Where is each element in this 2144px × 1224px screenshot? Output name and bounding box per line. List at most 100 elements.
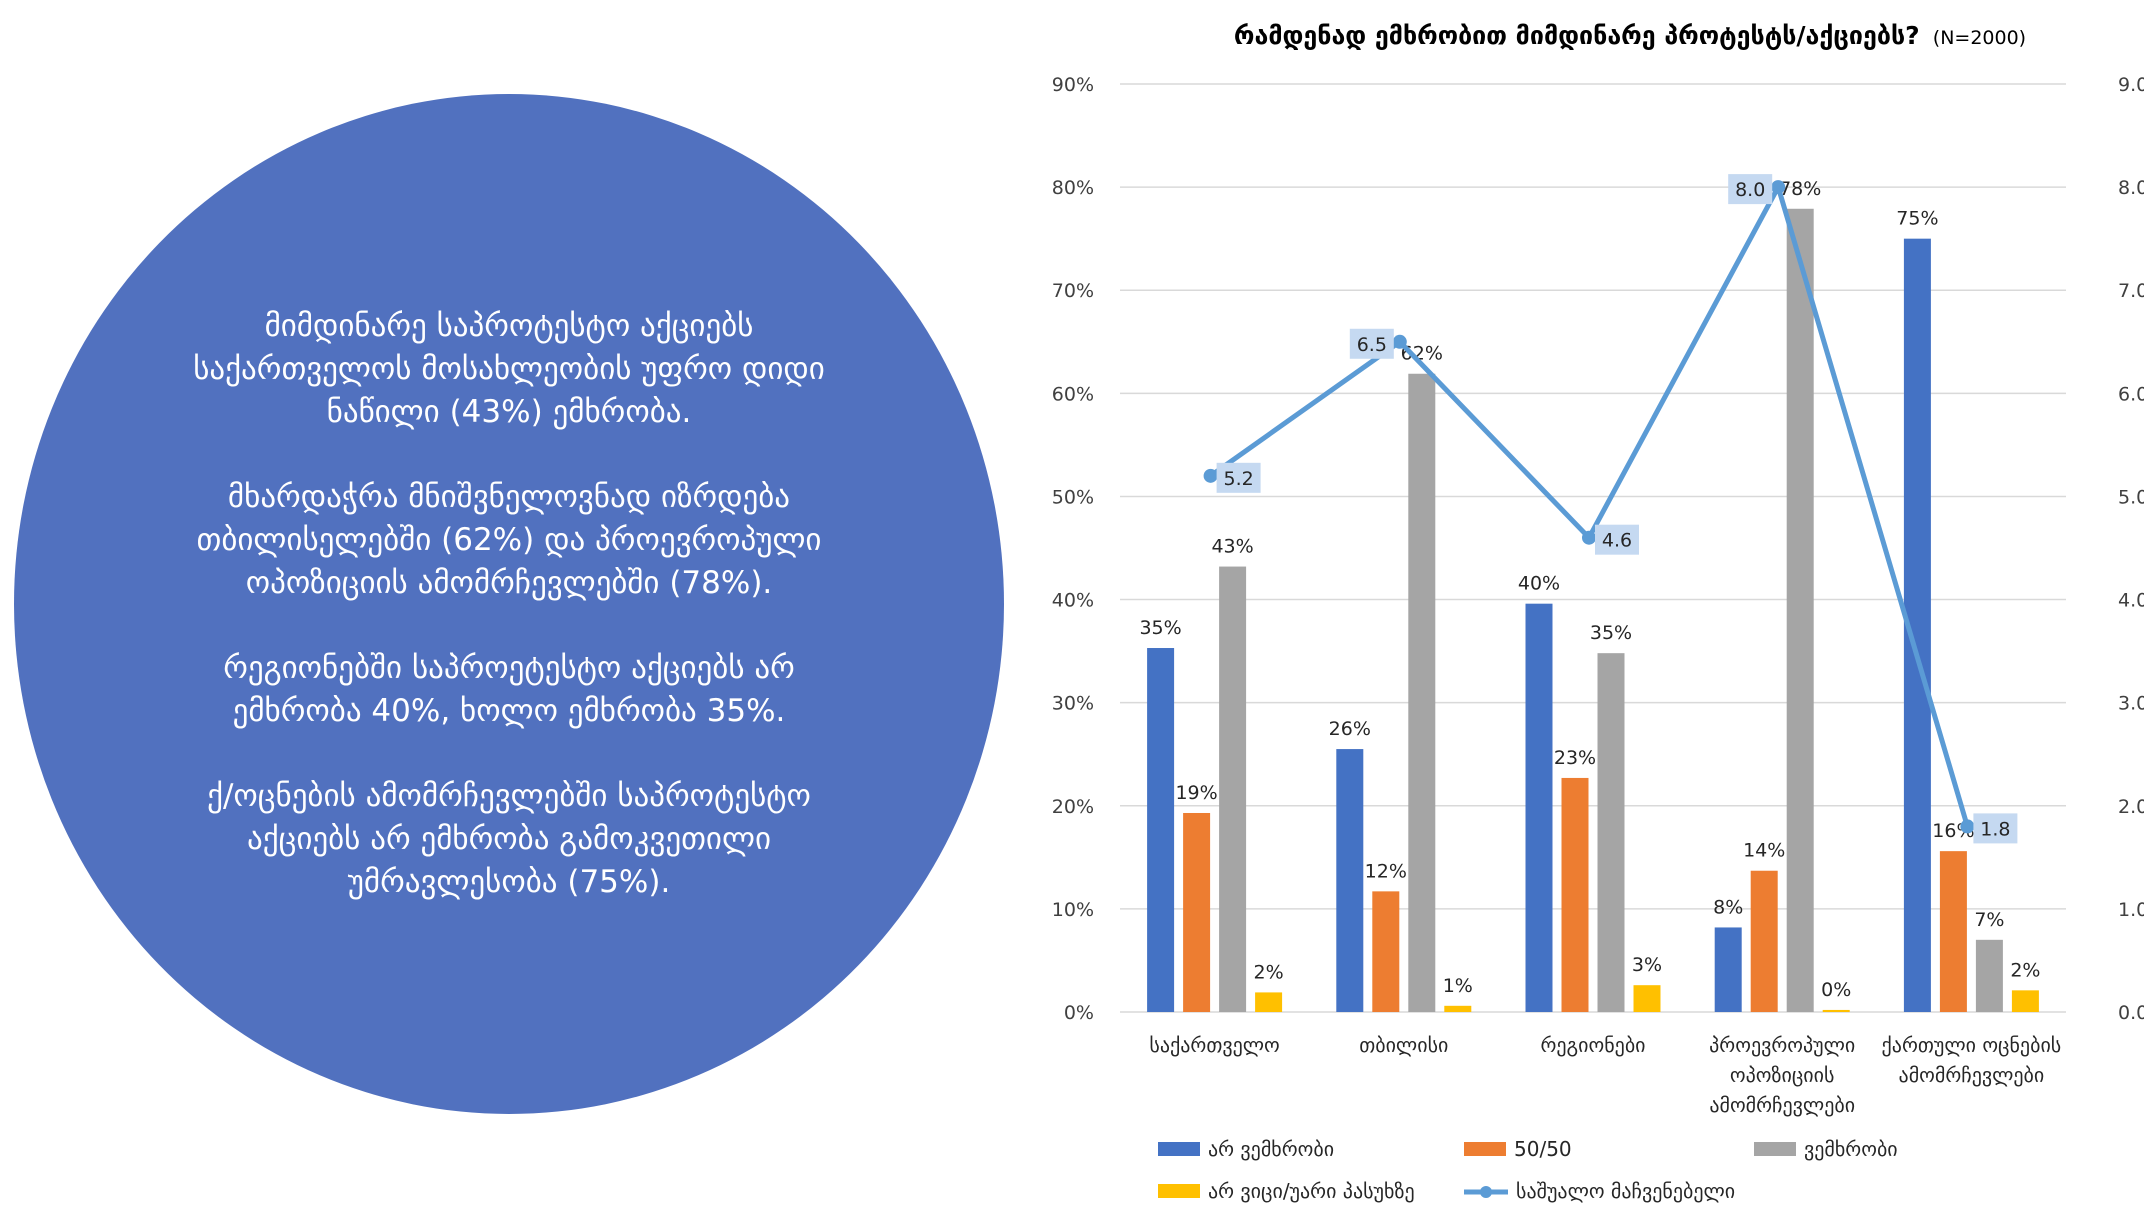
bar (1336, 749, 1364, 1012)
average-line (1209, 184, 1970, 828)
summary-paragraph-1: მიმდინარე საპროტესტო აქციებს საქართველოს… (193, 307, 825, 430)
bar-value-label: 62% (1401, 343, 1443, 365)
line-label-box (1216, 462, 1261, 493)
bar (1975, 939, 2003, 1012)
legend-label: არ ვიცი/უარი პასუხზე (1208, 1179, 1415, 1203)
bar-value-label: 40% (1518, 573, 1560, 595)
category-label: რეგიონები (1540, 1033, 1645, 1057)
line-point (1203, 468, 1218, 483)
y-tick-label: 20% (1052, 796, 1094, 818)
category-label: პროევროპული ოპოზიციის ამომრჩევლები (1709, 1033, 1855, 1117)
chart-container: რამდენად ემხრობით მიმდინარე პროტესტს/აქც… (1010, 0, 2144, 1220)
category-label: ქართული ოცნების ამომრჩევლები (1882, 1033, 2062, 1087)
bar-value-label: 26% (1329, 718, 1371, 740)
y-tick-label: 0% (1064, 1002, 1094, 1024)
bar-value-label: 2% (1254, 961, 1284, 983)
bar-value-label: 7% (1974, 909, 2004, 931)
bar-value-label: 35% (1590, 622, 1632, 644)
bar (1183, 812, 1211, 1012)
line-value-label: 4.6 (1602, 530, 1632, 552)
bar (1939, 851, 1967, 1012)
bar-value-label: 12% (1365, 860, 1407, 882)
line-value-label: 1.8 (1980, 818, 2010, 840)
summary-paragraph-2: მხარდაჭრა მნიშვნელოვნად იზრდება თბილისელ… (196, 478, 822, 601)
bar-value-label: 75% (1896, 208, 1938, 230)
y-tick-label: 70% (1052, 280, 1094, 302)
line-label-box (1595, 524, 1639, 555)
line-value-label: 6.5 (1357, 334, 1387, 356)
y-tick-label: 80% (1052, 177, 1094, 199)
summary-paragraph-4: ქ/ოცნების ამომრჩევლებში საპროტესტო აქციე… (207, 777, 811, 900)
bar-value-label: 3% (1632, 954, 1662, 976)
summary-callout-circle: მიმდინარე საპროტესტო აქციებს საქართველოს… (14, 94, 1004, 1114)
bar-value-label: 14% (1743, 840, 1785, 862)
legend-label: ვემხრობი (1804, 1137, 1898, 1161)
summary-callout-text: მიმდინარე საპროტესტო აქციებს საქართველოს… (179, 305, 839, 904)
chart-title-subtitle: (N=2000) (1933, 27, 2026, 49)
line-point (1771, 180, 1786, 195)
line-series: 5.2 6.5 4.6 8.0 1.8 (1203, 174, 2018, 844)
bar (1255, 992, 1283, 1012)
bar-value-label: 8% (1713, 896, 1743, 918)
y2-tick-label: 2.0 (2118, 796, 2144, 818)
line-point (1960, 819, 1975, 834)
y2-tick-label: 3.0 (2118, 693, 2144, 715)
bar-data-labels: 35%26%40%8%75%19%12%23%14%16%43%62%35%78… (1139, 178, 2040, 1001)
bar-value-label: 0% (1821, 979, 1851, 1001)
legend-swatch (1158, 1184, 1200, 1198)
y-axis-right: 0.0 1.0 2.0 3.0 4.0 5.0 6.0 7.0 8.0 9.0 (2118, 74, 2144, 1024)
chart-title: რამდენად ემხრობით მიმდინარე პროტესტს/აქც… (1234, 21, 2026, 50)
bar (1786, 208, 1814, 1012)
bar-value-label: 2% (2010, 959, 2040, 981)
legend-swatch (1158, 1142, 1200, 1156)
bar-value-label: 35% (1139, 617, 1181, 639)
summary-paragraph-3: რეგიონებში საპროეტესტო აქციებს არ ემხრობ… (223, 649, 795, 729)
bar (1147, 648, 1175, 1012)
bar-value-label: 19% (1175, 782, 1217, 804)
bar (1408, 373, 1436, 1013)
bar (1372, 891, 1400, 1012)
x-axis-categories: საქართველო თბილისი რეგიონები პროევროპული ოპო… (1149, 1033, 2061, 1117)
y-tick-label: 60% (1052, 383, 1094, 405)
support-chart: რამდენად ემხრობით მიმდინარე პროტესტს/აქც… (1052, 21, 2144, 1203)
bar-series (1147, 208, 2039, 1013)
y-tick-label: 50% (1052, 486, 1094, 508)
y2-tick-label: 4.0 (2118, 590, 2144, 612)
chart-legend: არ ვემხრობი 50/50 ვემხრობი არ ვიცი/უარი პას… (1158, 1137, 1898, 1203)
legend-label: 50/50 (1514, 1137, 1572, 1161)
chart-title-main: რამდენად ემხრობით მიმდინარე პროტესტს/აქც… (1234, 21, 1920, 50)
y2-tick-label: 1.0 (2118, 899, 2144, 921)
y2-tick-label: 7.0 (2118, 280, 2144, 302)
y2-tick-label: 5.0 (2118, 486, 2144, 508)
category-label: საქართველო (1149, 1033, 1279, 1057)
line-label-box (1349, 328, 1394, 359)
y-tick-label: 40% (1052, 590, 1094, 612)
y2-tick-label: 9.0 (2118, 74, 2144, 96)
bar (1822, 1009, 1850, 1012)
bar (1219, 566, 1247, 1012)
bar-value-label: 43% (1211, 536, 1253, 558)
y-tick-label: 10% (1052, 899, 1094, 921)
y2-tick-label: 8.0 (2118, 177, 2144, 199)
bar (1633, 985, 1661, 1012)
line-label-box (1728, 174, 1773, 205)
bar (1444, 1005, 1472, 1012)
bar-value-label: 1% (1443, 975, 1473, 997)
bar (1597, 653, 1625, 1012)
line-value-label: 8.0 (1735, 179, 1765, 201)
y-axis-left: 0% 10% 20% 30% 40% 50% 60% 70% 80% 90% (1052, 74, 1094, 1024)
line-label-box (1973, 813, 2018, 844)
bar (1714, 927, 1742, 1012)
bar (1750, 870, 1778, 1012)
legend-swatch (1464, 1142, 1506, 1156)
legend-line-marker (1480, 1186, 1492, 1198)
bar (1525, 603, 1553, 1012)
y2-tick-label: 0.0 (2118, 1002, 2144, 1024)
y2-tick-label: 6.0 (2118, 383, 2144, 405)
category-label: თბილისი (1359, 1033, 1448, 1057)
line-point (1392, 334, 1407, 349)
legend-swatch (1754, 1142, 1796, 1156)
bar (1561, 777, 1589, 1012)
legend-label: არ ვემხრობი (1208, 1137, 1334, 1161)
legend-label: საშუალო მაჩვენებელი (1516, 1179, 1735, 1203)
